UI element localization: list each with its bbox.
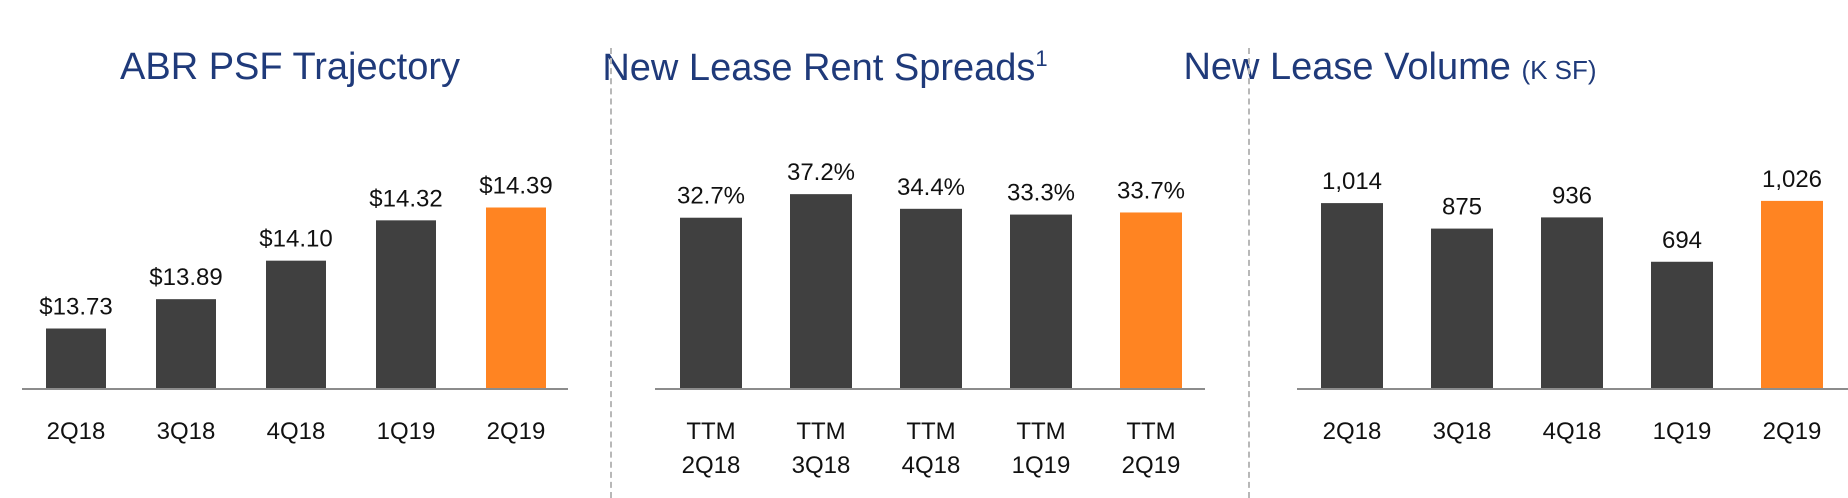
panel-divider-right — [1248, 48, 1250, 498]
volume-bar-0 — [1321, 203, 1383, 389]
abr-category-label-2: 4Q18 — [267, 418, 326, 445]
spreads-category-label-4-line-1: 2Q19 — [1122, 452, 1181, 479]
spreads-bar-1 — [790, 194, 852, 389]
spreads-category-label-0-line-0: TTM — [686, 418, 735, 445]
abr-bar-4 — [486, 207, 546, 389]
abr-chart-title: ABR PSF Trajectory — [40, 46, 540, 89]
spreads-title-footnote: 1 — [1035, 46, 1048, 71]
spreads-title-text: New Lease Rent Spreads — [602, 47, 1036, 89]
volume-category-label-3: 1Q19 — [1653, 418, 1712, 445]
volume-bar-2 — [1541, 217, 1603, 389]
spreads-bar-2 — [900, 208, 962, 389]
spreads-data-label-4: 33.7% — [1117, 177, 1185, 204]
volume-title-unit: (K SF) — [1521, 55, 1597, 85]
spreads-chart-title: New Lease Rent Spreads1 — [560, 46, 1090, 90]
spreads-bar-3 — [1010, 214, 1072, 389]
volume-bar-3 — [1651, 261, 1713, 389]
volume-category-label-0: 2Q18 — [1323, 418, 1382, 445]
volume-chart-title: New Lease Volume (K SF) — [1110, 46, 1670, 89]
volume-bar-4 — [1761, 200, 1823, 389]
abr-bar-1 — [156, 299, 216, 389]
spreads-category-label-0-line-1: 2Q18 — [682, 452, 741, 479]
spreads-category-label-4-line-0: TTM — [1126, 418, 1175, 445]
volume-data-label-4: 1,026 — [1762, 166, 1822, 193]
spreads-data-label-1: 37.2% — [787, 159, 855, 186]
spreads-category-label-1-line-0: TTM — [796, 418, 845, 445]
volume-bar-1 — [1431, 228, 1493, 389]
abr-bar-0 — [46, 328, 106, 389]
abr-title-text: ABR PSF Trajectory — [120, 46, 460, 88]
spreads-bar-4 — [1120, 212, 1182, 389]
abr-data-label-1: $13.89 — [149, 264, 222, 291]
spreads-category-label-1-line-1: 3Q18 — [792, 452, 851, 479]
abr-data-label-4: $14.39 — [479, 173, 552, 200]
spreads-bar-0 — [680, 217, 742, 389]
volume-title-text: New Lease Volume — [1183, 46, 1511, 88]
spreads-data-label-0: 32.7% — [677, 183, 745, 210]
spreads-category-label-3-line-0: TTM — [1016, 418, 1065, 445]
abr-data-label-3: $14.32 — [369, 185, 442, 212]
volume-data-label-1: 875 — [1442, 194, 1482, 221]
spreads-data-label-3: 33.3% — [1007, 180, 1075, 207]
abr-bar-3 — [376, 220, 436, 389]
volume-category-label-2: 4Q18 — [1543, 418, 1602, 445]
spreads-data-label-2: 34.4% — [897, 174, 965, 201]
abr-bar-2 — [266, 260, 326, 389]
volume-category-label-1: 3Q18 — [1433, 418, 1492, 445]
volume-data-label-0: 1,014 — [1322, 168, 1382, 195]
volume-data-label-3: 694 — [1662, 227, 1702, 254]
volume-category-label-4: 2Q19 — [1763, 418, 1822, 445]
panel-divider-left — [610, 48, 612, 498]
volume-data-label-2: 936 — [1552, 182, 1592, 209]
abr-category-label-0: 2Q18 — [47, 418, 106, 445]
abr-data-label-0: $13.73 — [39, 294, 112, 321]
abr-category-label-4: 2Q19 — [487, 418, 546, 445]
abr-category-label-1: 3Q18 — [157, 418, 216, 445]
abr-data-label-2: $14.10 — [259, 226, 332, 253]
spreads-category-label-2-line-1: 4Q18 — [902, 452, 961, 479]
spreads-category-label-2-line-0: TTM — [906, 418, 955, 445]
spreads-category-label-3-line-1: 1Q19 — [1012, 452, 1071, 479]
abr-category-label-3: 1Q19 — [377, 418, 436, 445]
